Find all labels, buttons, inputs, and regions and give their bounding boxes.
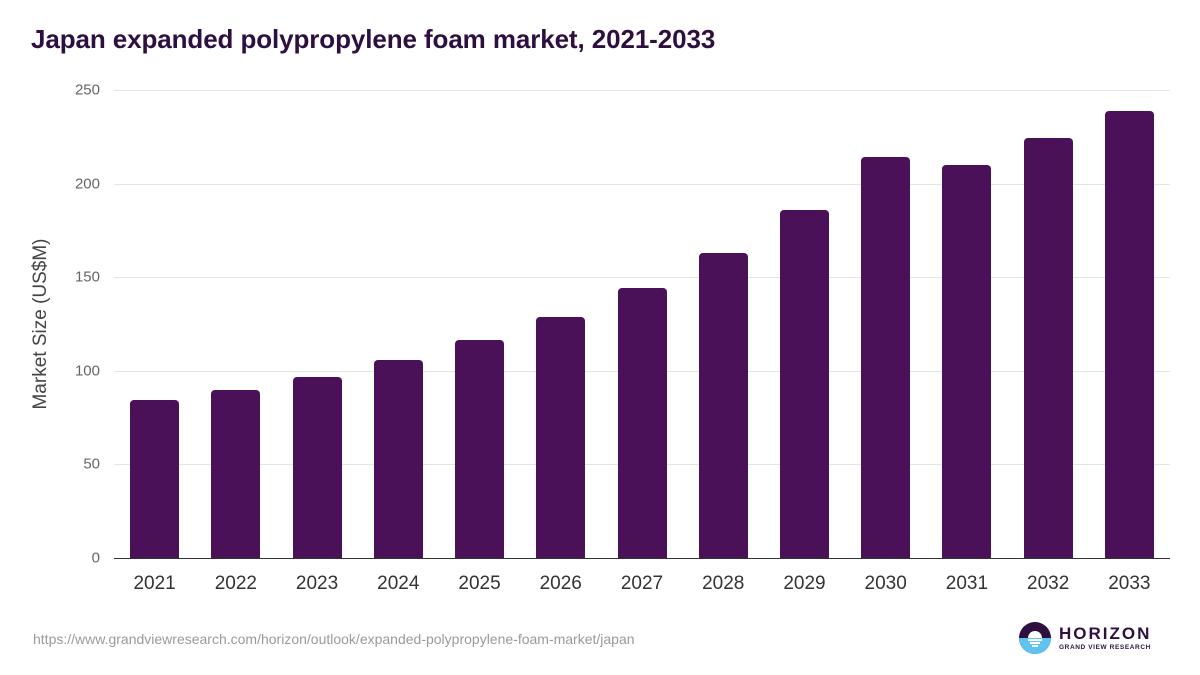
x-tick-label: 2024 bbox=[377, 573, 420, 594]
x-tick-label: 2032 bbox=[1027, 573, 1070, 594]
bar-2031[interactable] bbox=[942, 165, 992, 558]
chart-title: Japan expanded polypropylene foam market… bbox=[31, 24, 716, 54]
horizon-logo-icon bbox=[1019, 622, 1051, 654]
source-url[interactable]: https://www.grandviewresearch.com/horizo… bbox=[33, 631, 635, 647]
x-tick-label: 2022 bbox=[214, 573, 257, 594]
bar-2021[interactable] bbox=[130, 400, 180, 558]
x-tick-label: 2028 bbox=[702, 573, 745, 594]
y-tick-label: 150 bbox=[74, 268, 100, 286]
y-tick-label: 200 bbox=[74, 175, 100, 193]
gridline bbox=[114, 90, 1170, 91]
x-tick-label: 2021 bbox=[133, 573, 176, 594]
bar-2027[interactable] bbox=[617, 288, 667, 558]
logo-name: HORIZON bbox=[1059, 623, 1152, 643]
x-axis-line bbox=[114, 558, 1170, 559]
y-tick-label: 250 bbox=[74, 81, 100, 99]
gridline bbox=[114, 277, 1170, 279]
x-tick-label: 2030 bbox=[864, 573, 907, 594]
x-tick-label: 2031 bbox=[945, 573, 989, 594]
logo-subtitle: GRAND VIEW RESEARCH bbox=[1059, 643, 1151, 651]
x-tick-label: 2027 bbox=[620, 573, 664, 594]
x-tick-label: 2033 bbox=[1108, 573, 1151, 594]
horizon-logo[interactable]: HORIZON GRAND VIEW RESEARCH bbox=[1019, 622, 1151, 654]
gridline bbox=[114, 183, 1170, 185]
bar-2029[interactable] bbox=[779, 210, 829, 558]
bar-2032[interactable] bbox=[1023, 138, 1073, 558]
y-tick-label: 0 bbox=[91, 549, 100, 567]
bar-2028[interactable] bbox=[698, 253, 748, 558]
x-tick-label: 2029 bbox=[783, 573, 826, 594]
bar-2022[interactable] bbox=[211, 390, 261, 558]
bar-2030[interactable] bbox=[861, 157, 911, 558]
y-axis-label: Market Size (US$M) bbox=[30, 238, 51, 410]
plot-area bbox=[114, 90, 1170, 559]
y-tick-label: 50 bbox=[83, 455, 100, 473]
x-tick-label: 2026 bbox=[539, 573, 582, 594]
x-tick-label: 2025 bbox=[458, 573, 501, 594]
bar-2023[interactable] bbox=[292, 376, 342, 558]
x-tick-label: 2023 bbox=[295, 573, 339, 594]
bar-2024[interactable] bbox=[373, 359, 423, 558]
bar-2025[interactable] bbox=[455, 339, 505, 558]
bar-2026[interactable] bbox=[536, 317, 586, 558]
bar-2033[interactable] bbox=[1104, 110, 1154, 558]
y-tick-label: 100 bbox=[74, 362, 100, 380]
